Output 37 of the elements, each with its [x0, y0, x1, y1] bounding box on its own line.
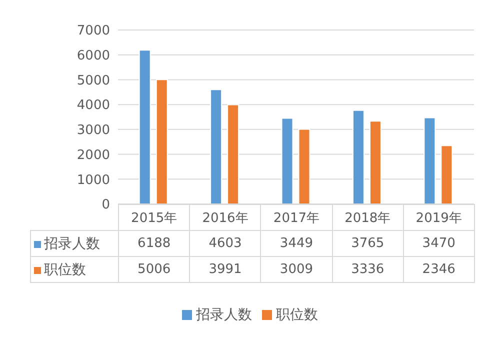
y-tick-label: 6000: [76, 48, 110, 64]
bar: [298, 128, 310, 204]
data-label: 2346: [403, 256, 474, 282]
data-label: 3009: [260, 256, 332, 282]
bar: [227, 104, 240, 204]
data-label: 3765: [332, 230, 404, 256]
bar: [369, 120, 382, 204]
x-tick-label: 2016年: [190, 204, 261, 230]
y-tick-label: 0: [102, 198, 110, 213]
data-label: 5006: [118, 256, 190, 282]
y-tick-label: 4000: [76, 98, 110, 114]
y-tick-label: 7000: [76, 24, 110, 39]
text: 招录人数: [196, 307, 252, 323]
text: 职位数: [276, 307, 318, 323]
bar: [424, 117, 436, 204]
data-label: 3470: [403, 230, 474, 256]
legend-label: 招录人数: [30, 230, 118, 256]
y-tick-label: 3000: [76, 123, 110, 138]
y-tick-label: 2000: [76, 148, 110, 163]
x-tick-label: 2018年: [332, 204, 404, 230]
y-tick-label: 1000: [76, 172, 110, 188]
x-tick-label: 2017年: [260, 204, 332, 230]
bar: [352, 110, 364, 204]
legend-label: 职位数: [30, 256, 118, 282]
x-tick-label: 2019年: [403, 204, 474, 230]
data-label: 3336: [332, 256, 404, 282]
bar: [440, 145, 453, 204]
y-tick-label: 5000: [76, 73, 110, 88]
bar: [138, 50, 151, 204]
bar: [281, 118, 294, 204]
x-tick-label: 2015年: [118, 204, 190, 230]
bar: [210, 89, 222, 204]
data-label: 3991: [190, 256, 261, 282]
data-label: 4603: [190, 230, 261, 256]
data-label: 6188: [118, 230, 190, 256]
data-label: 3449: [260, 230, 332, 256]
bar: [156, 79, 168, 204]
